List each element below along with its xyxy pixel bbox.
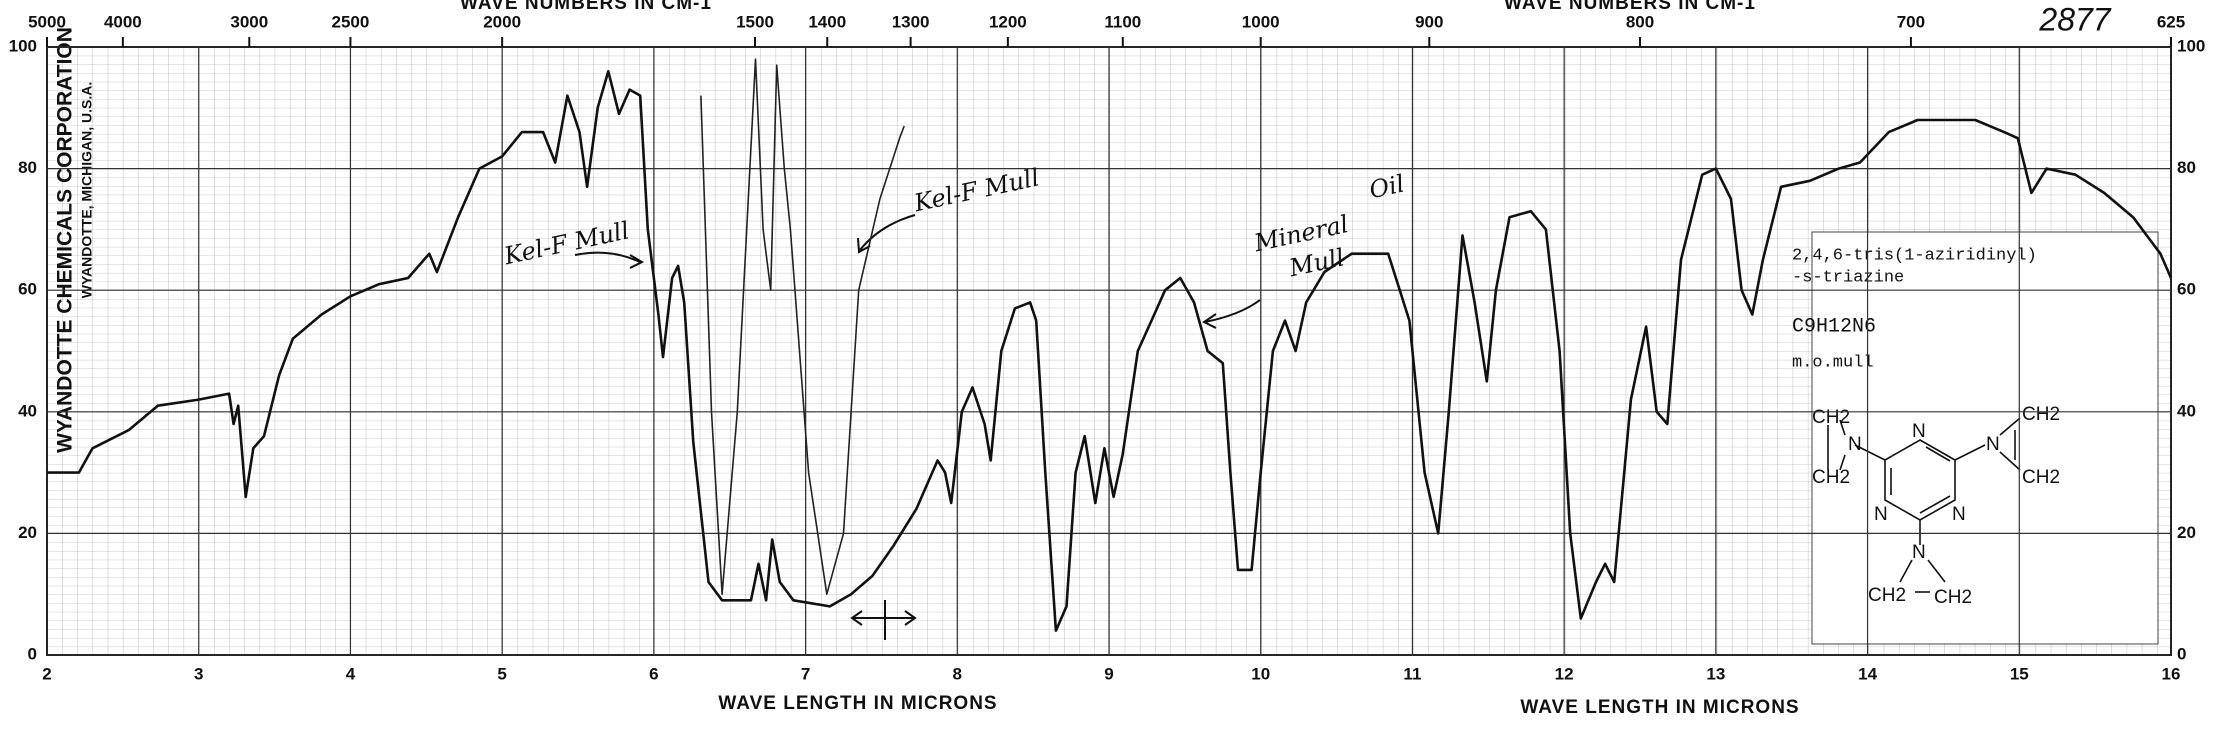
x-tick-label: 4 <box>346 664 356 683</box>
x-tick-label: 11 <box>1403 664 1421 683</box>
x2-tick-label: 2500 <box>332 12 370 31</box>
x2-tick-label: 625 <box>2157 12 2185 31</box>
x2-tick-label: 1400 <box>808 12 846 31</box>
y-tick-label: 60 <box>2177 280 2196 299</box>
company: WYANDOTTE CHEMICALS CORPORATION <box>54 27 77 453</box>
x2-axis-label: WAVE NUMBERS IN CM-1 <box>460 0 712 14</box>
chart-title: 2877 <box>2038 1 2111 37</box>
y-tick-label: 80 <box>18 158 37 177</box>
x2-tick-label: 5000 <box>28 12 66 31</box>
x2-tick-label: 1200 <box>989 12 1027 31</box>
spectrum-line <box>47 70 2173 632</box>
y-tick-label: 20 <box>18 523 37 542</box>
x-axis-label: WAVE LENGTH IN MICRONS <box>718 693 997 714</box>
x2-tick-label: 900 <box>1415 12 1443 31</box>
atom-label: CH2 <box>1812 407 1850 428</box>
atom-label: CH2 <box>2022 404 2060 425</box>
structure <box>1827 417 2021 593</box>
x-tick-label: 12 <box>1555 664 1574 683</box>
spectrum-line <box>700 58 905 595</box>
x-tick-label: 8 <box>953 664 962 683</box>
atom-label: CH2 <box>2022 467 2060 488</box>
sample: m.o.mull <box>1792 353 1874 372</box>
x2-tick-label: 800 <box>1626 12 1654 31</box>
company-address: WYANDOTTE, MICHIGAN, U.S.A. <box>79 82 95 299</box>
annotation-arrows <box>574 214 1261 640</box>
atom-label: N <box>1912 421 1926 442</box>
x2-tick-label: 1300 <box>892 12 930 31</box>
atom-label: N <box>1952 504 1966 525</box>
x-tick-label: 9 <box>1104 664 1113 683</box>
x-tick-label: 16 <box>2162 664 2181 683</box>
x2-tick-label: 1100 <box>1104 12 1141 31</box>
x-tick-label: 6 <box>649 664 658 683</box>
atom-label: N <box>1874 504 1888 525</box>
x2-tick-label: 1500 <box>736 12 774 31</box>
axes: 0 0 20 20 40 40 60 60 80 80 100 100 2 3 4 5 6 7 8 9 10 11 12 13… <box>9 12 2206 683</box>
y-tick-label: 60 <box>18 280 37 299</box>
atom-label: CH2 <box>1934 587 1972 608</box>
x-tick-label: 7 <box>801 664 810 683</box>
x2-tick-label: 3000 <box>230 12 268 31</box>
y-tick-label: 100 <box>9 36 37 55</box>
y-tick-label: 40 <box>2177 401 2196 420</box>
formula: C9H12N6 <box>1792 315 1876 338</box>
y-tick-label: 20 <box>2177 523 2196 542</box>
x2-tick-label: 1000 <box>1242 12 1280 31</box>
x2-tick-label: 700 <box>1897 12 1925 31</box>
x-axis-label: WAVE LENGTH IN MICRONS <box>1520 697 1799 718</box>
x-tick-label: 3 <box>194 664 203 683</box>
atom-label: CH2 <box>1812 467 1850 488</box>
x-tick-label: 15 <box>2010 664 2029 683</box>
x2-axis-label: WAVE NUMBERS IN CM-1 <box>1504 0 1756 14</box>
compound-name: -s-triazine <box>1792 268 1904 287</box>
x2-tick-label: 4000 <box>104 12 142 31</box>
y-tick-label: 0 <box>28 644 37 663</box>
compound-box <box>1811 231 2159 645</box>
y-tick-label: 80 <box>2177 158 2196 177</box>
atom-label: CH2 <box>1868 585 1906 606</box>
atom-label: N <box>1986 434 2000 455</box>
x-tick-label: 10 <box>1251 664 1270 683</box>
y-tick-label: 0 <box>2177 644 2186 663</box>
y-tick-label: 40 <box>18 401 37 420</box>
x2-tick-label: 2000 <box>483 12 521 31</box>
x-tick-label: 2 <box>42 664 51 683</box>
x-tick-label: 5 <box>497 664 506 683</box>
atom-label: N <box>1848 434 1862 455</box>
compound-name: 2,4,6-tris(1-aziridinyl) <box>1792 246 2037 265</box>
x-tick-label: 13 <box>1706 664 1725 683</box>
atom-label: N <box>1912 542 1926 563</box>
x-tick-label: 14 <box>1858 664 1877 683</box>
y-tick-label: 100 <box>2177 36 2205 55</box>
